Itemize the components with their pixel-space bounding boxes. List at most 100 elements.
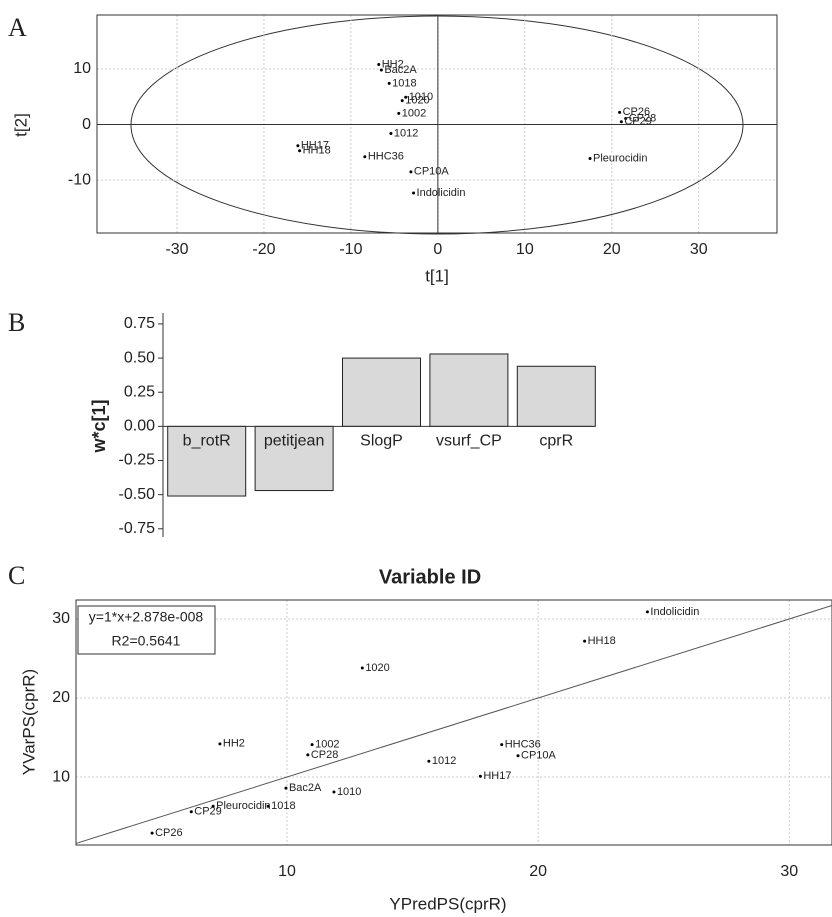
panel-label: A <box>8 13 27 42</box>
point-label: CP28 <box>629 112 657 124</box>
point <box>379 68 383 72</box>
x-tick-label: 30 <box>780 863 798 880</box>
y-tick-label: -0.75 <box>119 520 156 537</box>
point-label: Indolicidin <box>650 606 699 618</box>
y-tick-label: -0.25 <box>119 452 156 469</box>
point <box>404 95 408 99</box>
point-label: HHC36 <box>368 151 404 163</box>
point-label: 1010 <box>337 786 361 798</box>
annotation: R2=0.5641 <box>112 633 181 649</box>
annotation: y=1*x+2.878e-008 <box>89 609 204 625</box>
point-label: HH17 <box>301 140 329 152</box>
category-label: cprR <box>539 433 573 450</box>
point-label: 1020 <box>365 662 389 674</box>
point-label: 1012 <box>394 127 418 139</box>
point-label: HH2 <box>223 738 245 750</box>
panel-label: B <box>8 308 25 337</box>
point <box>387 81 391 85</box>
point <box>624 116 628 120</box>
x-tick-label: 20 <box>603 241 621 258</box>
x-axis-label: t[1] <box>425 266 449 285</box>
bar <box>342 357 421 427</box>
y-tick-label: 10 <box>73 60 91 77</box>
y-axis-label: YVarPS(cprR) <box>19 669 38 775</box>
x-tick-label: -30 <box>165 241 188 258</box>
point-label: Pleurocidin <box>593 152 647 164</box>
x-tick-label: -20 <box>252 241 275 258</box>
x-axis-label: YPredPS(cprR) <box>389 894 506 913</box>
point <box>150 831 154 835</box>
bar <box>516 365 596 427</box>
point-label: CP10A <box>414 166 450 178</box>
category-label: petitjean <box>264 433 325 450</box>
point-label: CP29 <box>194 806 222 818</box>
point-label: HHC36 <box>505 739 541 751</box>
point-label: 1018 <box>271 800 295 812</box>
point <box>306 753 310 757</box>
point-label: 1020 <box>405 95 429 107</box>
point <box>298 149 302 153</box>
point <box>583 639 587 643</box>
category-label: SlogP <box>360 433 403 450</box>
y-tick-label: 0.75 <box>124 315 155 332</box>
point <box>618 110 622 114</box>
point <box>389 131 393 135</box>
point <box>310 743 314 747</box>
x-tick-label: 10 <box>278 863 296 880</box>
y-tick-label: 0.00 <box>124 418 155 435</box>
y-tick-label: 20 <box>52 689 70 706</box>
point-label: Indolicidin <box>417 187 466 199</box>
point <box>397 111 401 115</box>
x-tick-label: 0 <box>433 241 442 258</box>
point <box>400 99 404 103</box>
point <box>645 610 649 614</box>
y-tick-label: 30 <box>52 610 70 627</box>
y-axis-label: t[2] <box>11 113 30 137</box>
point-label: Pleurocidin <box>216 800 270 812</box>
point-label: 1002 <box>315 739 339 751</box>
point-label: HH18 <box>588 635 616 647</box>
point-label: 1018 <box>392 77 416 89</box>
point <box>412 191 416 195</box>
point <box>619 120 623 124</box>
plot-frame <box>96 14 778 234</box>
point <box>332 790 336 794</box>
panel-label: C <box>8 561 25 590</box>
bar <box>429 353 509 427</box>
plot-frame <box>75 599 832 846</box>
point-label: CP10A <box>521 750 557 762</box>
point-label: CP26 <box>623 106 651 118</box>
y-tick-label: 0.50 <box>124 349 155 366</box>
point <box>500 743 504 747</box>
x-tick-label: 10 <box>516 241 534 258</box>
point <box>363 155 367 159</box>
fit-line <box>75 605 832 844</box>
bar <box>254 425 334 492</box>
bar <box>167 425 247 497</box>
point <box>377 62 381 66</box>
point-label: CP28 <box>311 749 339 761</box>
point <box>189 810 193 814</box>
y-axis-label: w*c[1] <box>89 399 109 453</box>
point <box>588 156 592 160</box>
y-tick-label: 10 <box>52 768 70 785</box>
point-label: CP29 <box>624 116 652 128</box>
point <box>427 759 431 763</box>
point <box>266 804 270 808</box>
point <box>218 742 222 746</box>
chart-title: Variable ID <box>379 566 481 588</box>
point-label: Bac2A <box>289 782 322 794</box>
point <box>296 144 300 148</box>
point-label: HH2 <box>382 58 404 70</box>
point <box>211 804 215 808</box>
y-tick-label: -0.50 <box>119 486 156 503</box>
x-tick-label: -10 <box>339 241 362 258</box>
point-label: 1012 <box>432 755 456 767</box>
category-label: vsurf_CP <box>436 433 502 450</box>
point-label: CP26 <box>155 827 183 839</box>
point-label: 1010 <box>409 91 433 103</box>
point-label: HH17 <box>483 770 511 782</box>
x-tick-label: 20 <box>529 863 547 880</box>
point <box>409 170 413 174</box>
